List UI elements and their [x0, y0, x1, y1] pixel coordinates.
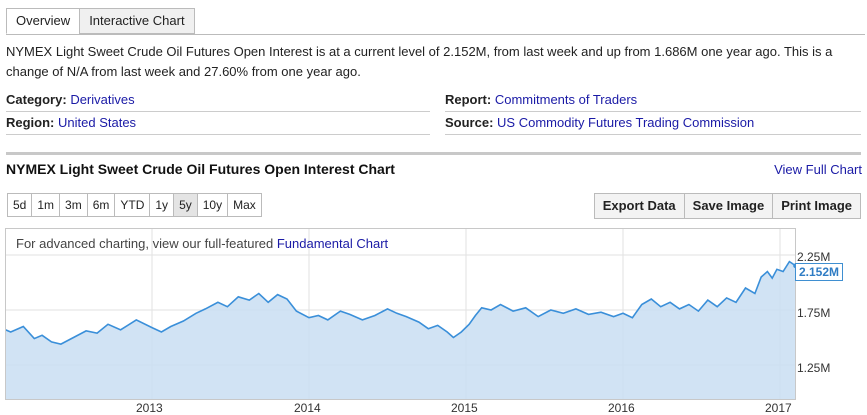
y-tick-label: 1.75M [797, 306, 831, 320]
region-row: Region: United States [6, 112, 430, 135]
range-10y-button[interactable]: 10y [196, 193, 229, 217]
x-tick-label: 2014 [294, 401, 321, 415]
view-full-chart-link[interactable]: View Full Chart [774, 162, 862, 177]
tab-overview[interactable]: Overview [6, 8, 81, 34]
region-label: Region: [6, 115, 55, 130]
range-1y-button[interactable]: 1y [149, 193, 175, 217]
print-image-button[interactable]: Print Image [772, 193, 861, 219]
chart-title: NYMEX Light Sweet Crude Oil Futures Open… [6, 161, 395, 177]
chart-actions: Export Data Save Image Print Image [593, 193, 861, 219]
export-data-button[interactable]: Export Data [593, 193, 685, 219]
tab-divider [6, 34, 865, 35]
category-link[interactable]: Derivatives [70, 92, 135, 107]
series-area [6, 261, 795, 399]
report-row: Report: Commitments of Traders [445, 89, 861, 112]
save-image-button[interactable]: Save Image [683, 193, 774, 219]
x-tick-label: 2017 [765, 401, 792, 415]
tab-bar: Overview Interactive Chart [6, 8, 195, 34]
advanced-charting-note: For advanced charting, view our full-fea… [16, 236, 388, 251]
range-5y-button[interactable]: 5y [173, 193, 198, 217]
range-max-button[interactable]: Max [227, 193, 262, 217]
tab-interactive-chart[interactable]: Interactive Chart [79, 8, 195, 34]
fundamental-chart-link[interactable]: Fundamental Chart [276, 236, 389, 251]
source-link[interactable]: US Commodity Futures Trading Commission [497, 115, 755, 130]
section-divider [6, 152, 861, 155]
region-link[interactable]: United States [58, 115, 137, 130]
current-value-label: 2.152M [795, 263, 844, 281]
range-6m-button[interactable]: 6m [86, 193, 116, 217]
chart-area [5, 228, 796, 400]
y-tick-label: 2.25M [797, 250, 831, 264]
range-5d-button[interactable]: 5d [7, 193, 33, 217]
series-line [6, 260, 795, 345]
y-tick-label: 1.25M [797, 361, 831, 375]
x-tick-label: 2015 [451, 401, 478, 415]
range-selector: 5d 1m 3m 6m YTD 1y 5y 10y Max [7, 193, 262, 217]
summary-text: NYMEX Light Sweet Crude Oil Futures Open… [6, 44, 833, 79]
x-tick-label: 2013 [136, 401, 163, 415]
open-interest-chart[interactable] [6, 229, 795, 399]
range-3m-button[interactable]: 3m [59, 193, 88, 217]
source-row: Source: US Commodity Futures Trading Com… [445, 112, 861, 135]
range-1m-button[interactable]: 1m [31, 193, 61, 217]
current-value-point [793, 263, 795, 269]
category-label: Category: [6, 92, 67, 107]
category-row: Category: Derivatives [6, 89, 430, 112]
report-link[interactable]: Commitments of Traders [494, 92, 638, 107]
advanced-charting-text: For advanced charting, view our full-fea… [16, 236, 277, 251]
report-label: Report: [445, 92, 492, 107]
x-tick-label: 2016 [608, 401, 635, 415]
source-label: Source: [445, 115, 494, 130]
range-ytd-button[interactable]: YTD [114, 193, 151, 217]
